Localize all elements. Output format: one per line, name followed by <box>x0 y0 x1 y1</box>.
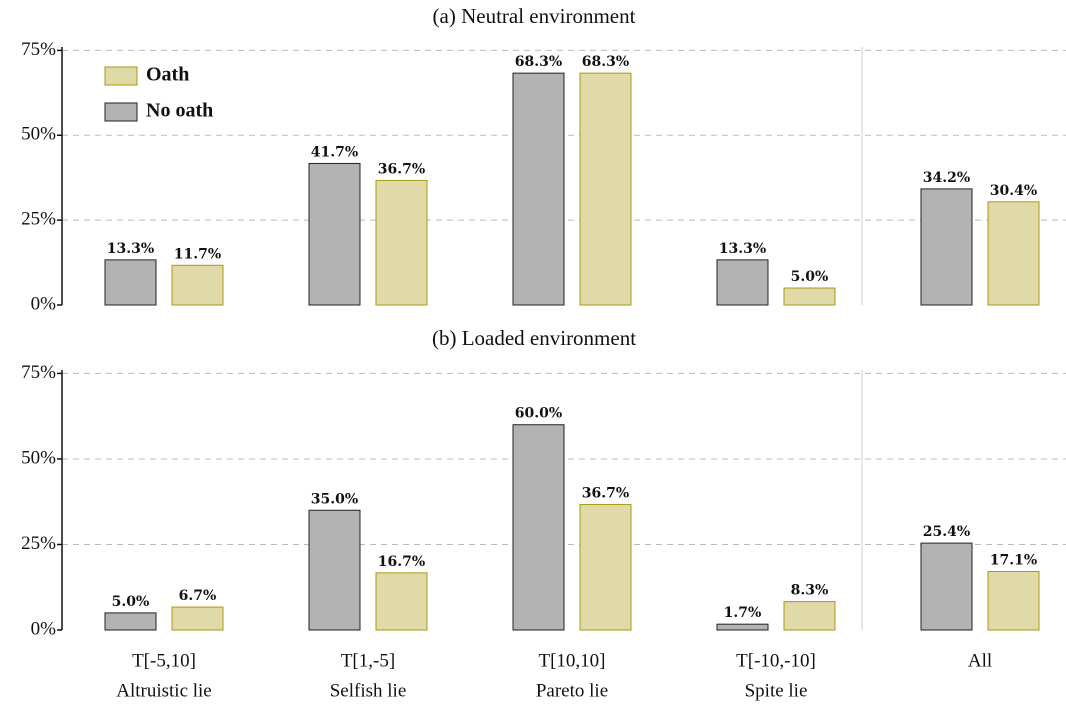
y-tick-label: 50% <box>21 447 56 468</box>
bar <box>579 72 632 306</box>
bar <box>308 162 361 306</box>
x-tick-label: Spite lie <box>745 680 808 701</box>
bar <box>783 287 836 306</box>
value-label: 13.3% <box>719 241 766 257</box>
value-label: 34.2% <box>923 170 970 186</box>
bar <box>783 601 836 631</box>
legend-label: No oath <box>146 100 213 122</box>
bar <box>375 179 428 306</box>
bar <box>375 572 428 631</box>
y-tick-label: 25% <box>21 533 56 554</box>
value-label: 41.7% <box>311 144 358 160</box>
y-tick-label: 50% <box>21 124 56 145</box>
value-label: 5.0% <box>791 269 829 285</box>
bar <box>987 201 1040 306</box>
value-label: 13.3% <box>107 241 154 257</box>
value-label: 5.0% <box>112 594 150 610</box>
bar <box>716 259 769 306</box>
legend-swatch <box>104 102 138 122</box>
value-label: 16.7% <box>378 554 425 570</box>
value-label: 36.7% <box>378 161 425 177</box>
x-tick-label: T[-10,-10] <box>736 650 816 671</box>
x-tick-label: T[1,-5] <box>341 650 395 671</box>
x-tick-label: Altruistic lie <box>116 680 212 701</box>
value-label: 8.3% <box>791 583 829 599</box>
y-tick-label: 0% <box>31 293 57 314</box>
chart-title: (a) Neutral environment <box>433 4 636 28</box>
bar <box>512 72 565 306</box>
chart-title: (b) Loaded environment <box>432 326 636 350</box>
value-label: 36.7% <box>582 485 629 501</box>
x-tick-label: All <box>968 650 992 671</box>
bar <box>579 503 632 631</box>
bar <box>920 188 973 306</box>
value-label: 25.4% <box>923 524 970 540</box>
y-tick-label: 75% <box>21 362 56 383</box>
bar <box>104 612 157 631</box>
x-tick-label: Selfish lie <box>330 680 407 701</box>
y-tick-label: 75% <box>21 39 56 60</box>
bar <box>308 509 361 631</box>
legend-swatch <box>104 66 138 86</box>
bar <box>716 623 769 631</box>
x-tick-label: Pareto lie <box>536 680 608 701</box>
x-tick-label: T[10,10] <box>538 650 605 671</box>
bar <box>171 264 224 306</box>
x-tick-label: T[-5,10] <box>132 650 196 671</box>
bar <box>987 571 1040 631</box>
value-label: 68.3% <box>515 54 562 70</box>
value-label: 1.7% <box>724 605 762 621</box>
bar <box>171 606 224 631</box>
value-label: 30.4% <box>990 183 1037 199</box>
value-label: 17.1% <box>990 553 1037 569</box>
value-label: 68.3% <box>582 54 629 70</box>
legend-label: Oath <box>146 64 189 86</box>
bar <box>920 542 973 631</box>
y-tick-label: 25% <box>21 208 56 229</box>
bar <box>512 424 565 631</box>
value-label: 6.7% <box>179 588 217 604</box>
value-label: 11.7% <box>174 246 221 262</box>
value-label: 60.0% <box>515 406 562 422</box>
y-tick-label: 0% <box>31 618 57 639</box>
value-label: 35.0% <box>311 491 358 507</box>
bar <box>104 259 157 306</box>
